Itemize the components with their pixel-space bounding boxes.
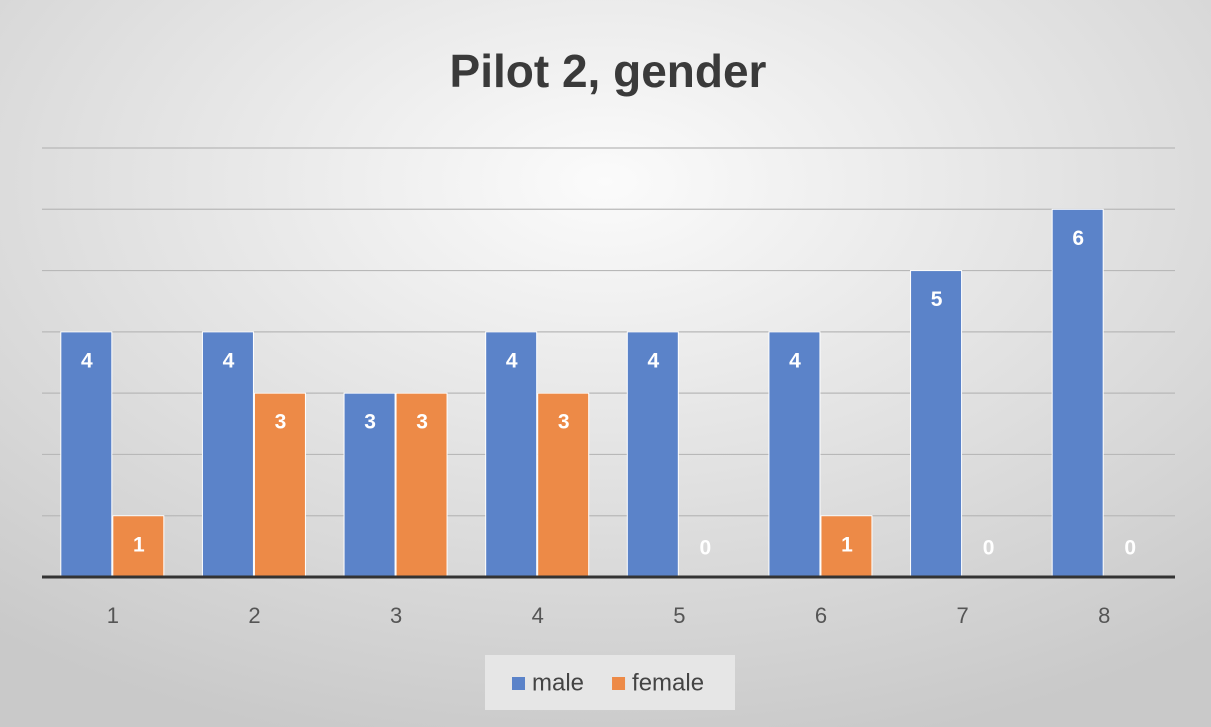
data-label: 0 <box>983 537 995 560</box>
data-label: 4 <box>789 349 801 372</box>
data-label: 4 <box>506 349 518 372</box>
chart-title: Pilot 2, gender <box>450 45 767 97</box>
data-label: 3 <box>558 411 570 434</box>
data-label: 5 <box>931 288 943 311</box>
data-label: 4 <box>647 349 659 372</box>
bar <box>395 392 448 578</box>
data-label: 3 <box>416 411 428 434</box>
x-tick-label: 8 <box>1098 603 1110 628</box>
bar <box>343 392 396 578</box>
legend-label: male <box>532 669 584 696</box>
bar <box>910 270 963 578</box>
legend-label: female <box>632 669 704 696</box>
x-tick-label: 4 <box>532 603 544 628</box>
data-label: 1 <box>841 533 853 556</box>
data-label: 0 <box>699 537 711 560</box>
bar <box>820 515 873 578</box>
bar <box>253 392 306 578</box>
x-tick-label: 2 <box>248 603 260 628</box>
data-label: 3 <box>364 411 376 434</box>
bar <box>1051 208 1104 578</box>
bar <box>485 331 538 578</box>
bar <box>768 331 821 578</box>
bar <box>201 331 254 578</box>
bar <box>537 392 590 578</box>
data-label: 4 <box>223 349 235 372</box>
x-tick-label: 3 <box>390 603 402 628</box>
data-label: 1 <box>133 533 145 556</box>
data-label: 3 <box>275 411 287 434</box>
data-label: 4 <box>81 349 93 372</box>
x-tick-label: 7 <box>956 603 968 628</box>
legend-box <box>485 655 735 710</box>
x-tick-label: 6 <box>815 603 827 628</box>
bar <box>60 331 113 578</box>
x-tick-label: 5 <box>673 603 685 628</box>
legend-swatch <box>512 677 525 690</box>
data-label: 6 <box>1072 227 1084 250</box>
legend-swatch <box>612 677 626 690</box>
x-tick-label: 1 <box>107 603 119 628</box>
data-label: 0 <box>1124 537 1136 560</box>
